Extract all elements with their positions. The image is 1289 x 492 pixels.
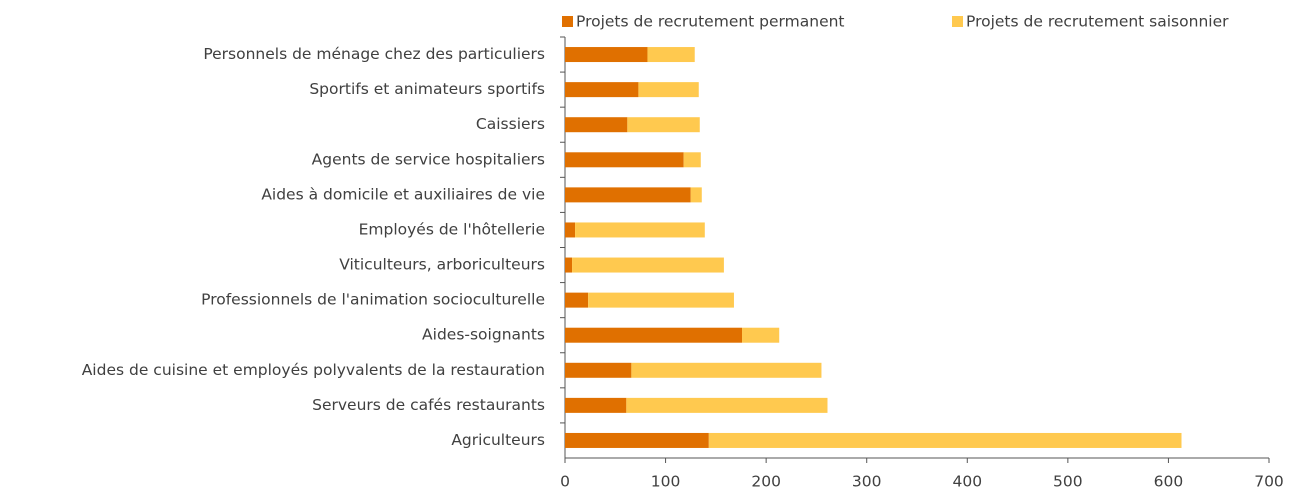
- bar: [565, 187, 691, 203]
- bar: [683, 152, 701, 168]
- bar: [588, 292, 734, 308]
- bar: [565, 152, 684, 168]
- bar: [565, 47, 648, 63]
- x-tick-label: 500: [1053, 473, 1083, 491]
- bar: [565, 362, 632, 378]
- bar: [631, 362, 822, 378]
- x-tick-label: 700: [1254, 473, 1284, 491]
- x-tick-label: 300: [852, 473, 882, 491]
- bar: [690, 187, 702, 203]
- y-tick-label: Viticulteurs, arboriculteurs: [339, 256, 545, 274]
- bar: [626, 397, 828, 413]
- bar: [627, 117, 700, 133]
- legend-label: Projets de recrutement permanent: [576, 13, 845, 31]
- x-tick-label: 600: [1154, 473, 1184, 491]
- legend-swatch: [562, 16, 573, 27]
- y-tick-label: Caissiers: [476, 115, 545, 133]
- bar: [565, 257, 573, 273]
- y-tick-label: Serveurs de cafés restaurants: [312, 396, 545, 414]
- x-tick-label: 0: [560, 473, 570, 491]
- bar: [565, 397, 627, 413]
- legend-swatch: [952, 16, 963, 27]
- y-tick-label: Aides à domicile et auxiliaires de vie: [261, 185, 545, 203]
- bar: [638, 82, 699, 98]
- x-tick-label: 400: [952, 473, 982, 491]
- y-tick-label: Agents de service hospitaliers: [312, 150, 545, 168]
- bar: [708, 432, 1182, 448]
- y-tick-label: Personnels de ménage chez des particulie…: [203, 45, 545, 63]
- legend-label: Projets de recrutement saisonnier: [966, 13, 1229, 31]
- bar: [565, 292, 589, 308]
- y-tick-label: Agriculteurs: [451, 431, 545, 449]
- bar: [742, 327, 780, 343]
- y-tick-label: Aides-soignants: [422, 326, 545, 344]
- y-tick-label: Professionnels de l'animation sociocultu…: [201, 291, 545, 309]
- x-tick-label: 100: [651, 473, 681, 491]
- bar: [565, 222, 576, 238]
- bar: [565, 82, 639, 98]
- bar: [565, 117, 628, 133]
- bar: [565, 327, 743, 343]
- bar: [575, 222, 705, 238]
- y-tick-label: Employés de l'hôtellerie: [359, 220, 545, 238]
- y-tick-label: Aides de cuisine et employés polyvalents…: [82, 361, 545, 379]
- bar: [565, 432, 709, 448]
- x-tick-label: 200: [751, 473, 781, 491]
- bar: [572, 257, 724, 273]
- bar: [647, 47, 695, 63]
- y-tick-label: Sportifs et animateurs sportifs: [309, 80, 545, 98]
